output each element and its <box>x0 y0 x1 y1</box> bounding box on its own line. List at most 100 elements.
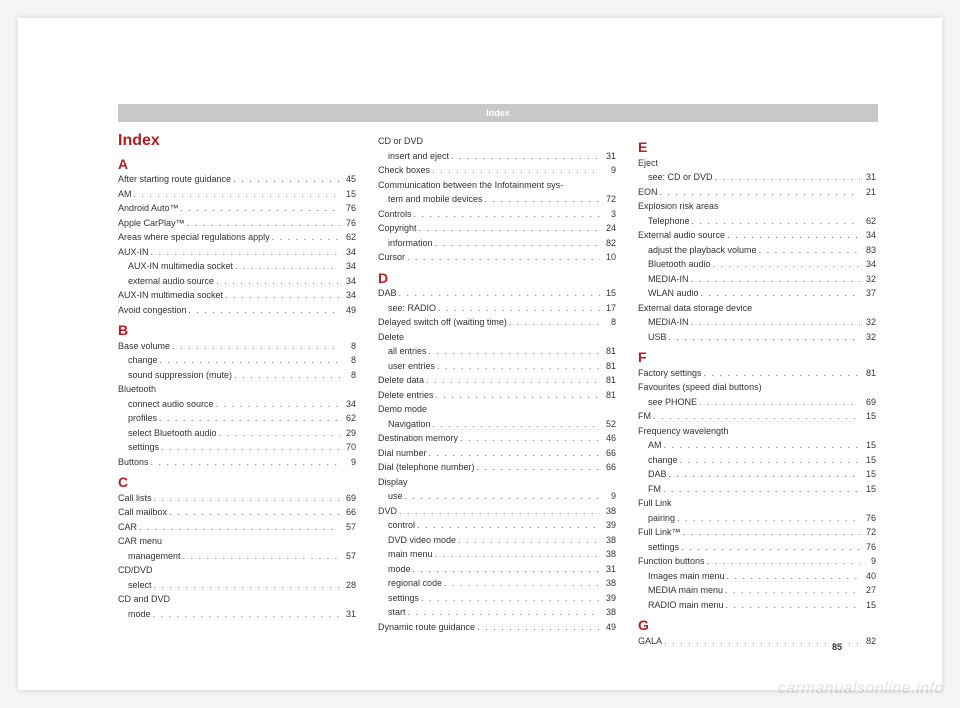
entry-label: Delete <box>378 330 404 345</box>
entry-dots: . . . . . . . . . . . . . . . . . . . . … <box>231 172 340 187</box>
index-entry: CD or DVD <box>378 134 616 149</box>
entry-label: Avoid congestion <box>118 303 186 318</box>
entry-label: CAR <box>118 520 137 535</box>
entry-dots: . . . . . . . . . . . . . . . . . . . . … <box>723 583 860 598</box>
index-entry: start. . . . . . . . . . . . . . . . . .… <box>378 605 616 620</box>
entry-label: start <box>378 605 406 620</box>
entry-page: 9 <box>600 489 616 504</box>
entry-label: FM <box>638 482 661 497</box>
entry-dots: . . . . . . . . . . . . . . . . . . . . … <box>406 605 600 620</box>
index-entry: change. . . . . . . . . . . . . . . . . … <box>118 353 356 368</box>
entry-page: 3 <box>600 207 616 222</box>
index-entry: Check boxes. . . . . . . . . . . . . . .… <box>378 163 616 178</box>
entry-dots: . . . . . . . . . . . . . . . . . . . . … <box>690 214 860 229</box>
entry-label: Destination memory <box>378 431 458 446</box>
header-bar: Index <box>118 104 878 122</box>
entry-page: 62 <box>340 411 356 426</box>
index-entry: EON. . . . . . . . . . . . . . . . . . .… <box>638 185 876 200</box>
entry-page: 45 <box>340 172 356 187</box>
index-entry: Apple CarPlay™. . . . . . . . . . . . . … <box>118 216 356 231</box>
section-letter: F <box>638 350 876 365</box>
index-entry: USB. . . . . . . . . . . . . . . . . . .… <box>638 330 876 345</box>
entry-page: 17 <box>600 301 616 316</box>
index-entry: FM. . . . . . . . . . . . . . . . . . . … <box>638 409 876 424</box>
index-entry: see: CD or DVD. . . . . . . . . . . . . … <box>638 170 876 185</box>
entry-dots: . . . . . . . . . . . . . . . . . . . . … <box>475 620 600 635</box>
index-entry: External audio source. . . . . . . . . .… <box>638 228 876 243</box>
section-letter: C <box>118 475 356 490</box>
entry-dots: . . . . . . . . . . . . . . . . . . . . … <box>458 431 600 446</box>
entry-label: Controls <box>378 207 412 222</box>
index-entry: Android Auto™. . . . . . . . . . . . . .… <box>118 201 356 216</box>
index-entry: Function buttons. . . . . . . . . . . . … <box>638 554 876 569</box>
index-entry: Display <box>378 475 616 490</box>
index-entry: CD and DVD <box>118 592 356 607</box>
entry-page: 72 <box>860 525 876 540</box>
entry-page: 27 <box>860 583 876 598</box>
entry-label: Dial number <box>378 446 427 461</box>
index-entry: Eject <box>638 156 876 171</box>
entry-label: DAB <box>378 286 397 301</box>
entry-page: 81 <box>600 344 616 359</box>
entry-dots: . . . . . . . . . . . . . . . . . . . . … <box>214 397 340 412</box>
entry-dots: . . . . . . . . . . . . . . . . . . . . … <box>415 518 600 533</box>
index-entry: MEDIA main menu. . . . . . . . . . . . .… <box>638 583 876 598</box>
index-entry: control. . . . . . . . . . . . . . . . .… <box>378 518 616 533</box>
entry-page: 31 <box>600 562 616 577</box>
entry-label: pairing <box>638 511 675 526</box>
entry-dots: . . . . . . . . . . . . . . . . . . . . … <box>456 533 600 548</box>
entry-page: 15 <box>860 482 876 497</box>
entry-label: Cursor <box>378 250 405 265</box>
index-entry: DVD. . . . . . . . . . . . . . . . . . .… <box>378 504 616 519</box>
index-entry: AUX-IN. . . . . . . . . . . . . . . . . … <box>118 245 356 260</box>
index-entry: connect audio source. . . . . . . . . . … <box>118 397 356 412</box>
entry-label: Eject <box>638 156 658 171</box>
entry-page: 38 <box>600 605 616 620</box>
entry-dots: . . . . . . . . . . . . . . . . . . . . … <box>433 547 600 562</box>
entry-dots: . . . . . . . . . . . . . . . . . . . . … <box>675 511 860 526</box>
index-entry: sound suppression (mute). . . . . . . . … <box>118 368 356 383</box>
entry-label: see PHONE <box>638 395 697 410</box>
entry-page: 31 <box>860 170 876 185</box>
entry-label: Full Link™ <box>638 525 681 540</box>
entry-page: 8 <box>600 315 616 330</box>
entry-label: External audio source <box>638 228 725 243</box>
index-entry: Dynamic route guidance. . . . . . . . . … <box>378 620 616 635</box>
entry-dots: . . . . . . . . . . . . . . . . . . . . … <box>678 453 860 468</box>
entry-label: DVD video mode <box>378 533 456 548</box>
index-entry: see: RADIO. . . . . . . . . . . . . . . … <box>378 301 616 316</box>
entry-page: 39 <box>600 591 616 606</box>
entry-dots: . . . . . . . . . . . . . . . . . . . . … <box>217 426 340 441</box>
index-entry: settings. . . . . . . . . . . . . . . . … <box>118 440 356 455</box>
entry-label: Communication between the Infotainment s… <box>378 178 563 193</box>
entry-dots: . . . . . . . . . . . . . . . . . . . . … <box>405 250 600 265</box>
entry-page: 38 <box>600 547 616 562</box>
entry-page: 82 <box>860 634 876 649</box>
index-entry: insert and eject. . . . . . . . . . . . … <box>378 149 616 164</box>
index-entry: Bluetooth audio. . . . . . . . . . . . .… <box>638 257 876 272</box>
index-entry: all entries. . . . . . . . . . . . . . .… <box>378 344 616 359</box>
index-entry: management. . . . . . . . . . . . . . . … <box>118 549 356 564</box>
index-entry: Communication between the Infotainment s… <box>378 178 616 193</box>
entry-dots: . . . . . . . . . . . . . . . . . . . . … <box>662 634 860 649</box>
entry-page: 9 <box>860 554 876 569</box>
index-entry: Buttons. . . . . . . . . . . . . . . . .… <box>118 455 356 470</box>
entry-dots: . . . . . . . . . . . . . . . . . . . . … <box>431 417 600 432</box>
index-entry: profiles. . . . . . . . . . . . . . . . … <box>118 411 356 426</box>
entry-label: Bluetooth <box>118 382 156 397</box>
index-entry: Favourites (speed dial buttons) <box>638 380 876 395</box>
index-entry: Demo mode <box>378 402 616 417</box>
entry-page: 72 <box>600 192 616 207</box>
index-entry: adjust the playback volume. . . . . . . … <box>638 243 876 258</box>
entry-label: information <box>378 236 433 251</box>
entry-page: 34 <box>860 228 876 243</box>
entry-label: insert and eject <box>378 149 449 164</box>
column-1: IndexAAfter starting route guidance. . .… <box>118 134 356 648</box>
entry-dots: . . . . . . . . . . . . . . . . . . . . … <box>185 216 340 231</box>
index-entry: regional code. . . . . . . . . . . . . .… <box>378 576 616 591</box>
entry-dots: . . . . . . . . . . . . . . . . . . . . … <box>152 491 340 506</box>
entry-label: settings <box>638 540 679 555</box>
entry-dots: . . . . . . . . . . . . . . . . . . . . … <box>149 245 340 260</box>
entry-page: 69 <box>340 491 356 506</box>
entry-label: CD/DVD <box>118 563 153 578</box>
